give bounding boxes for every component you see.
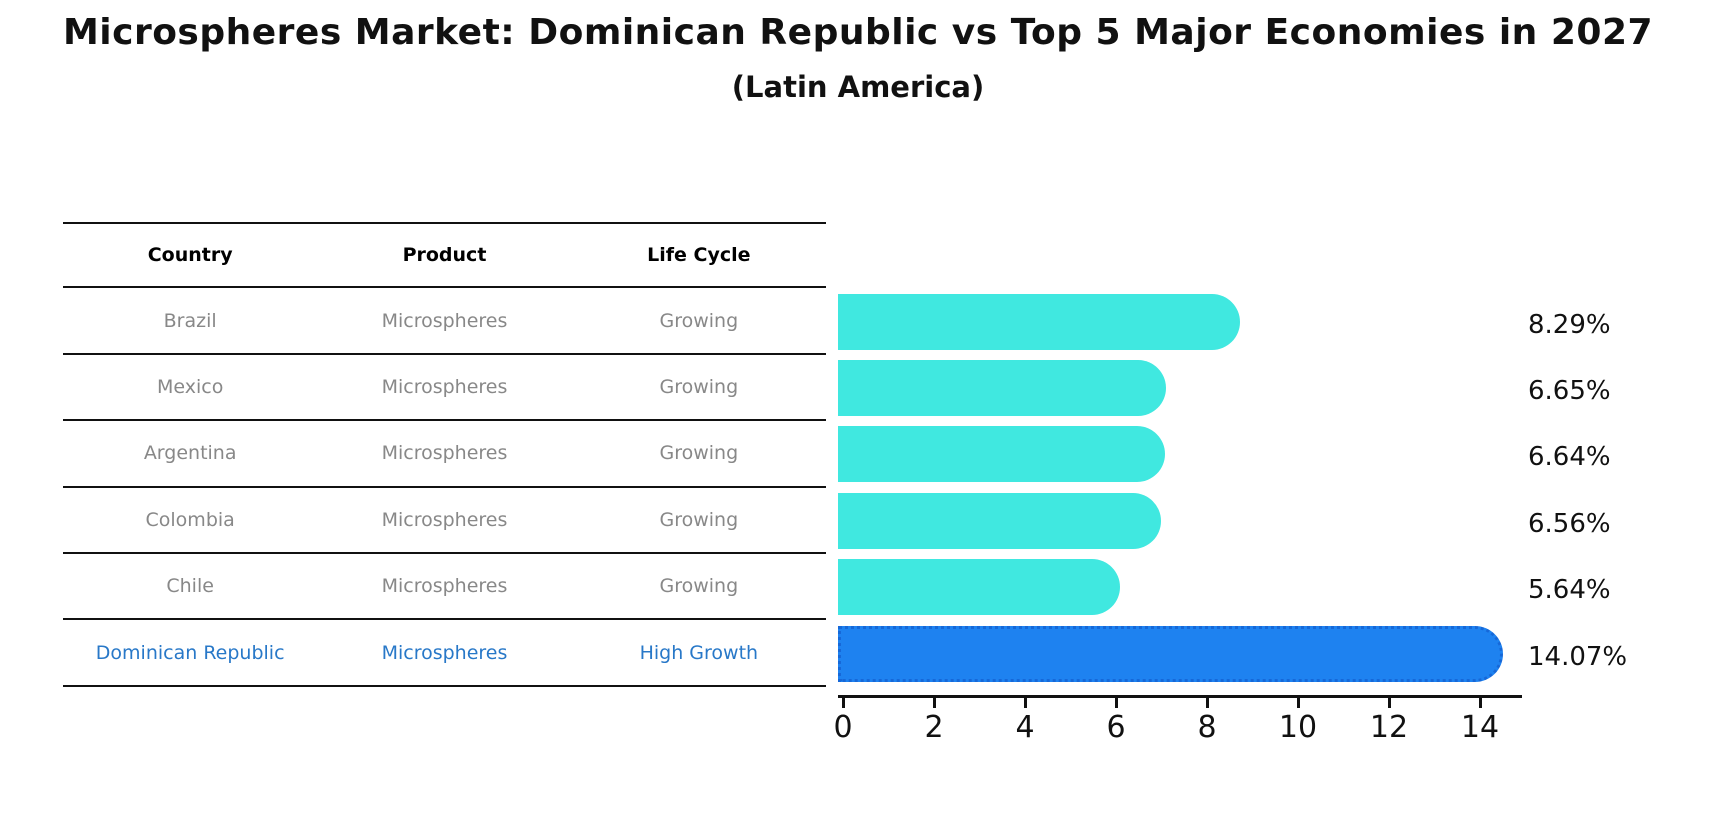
- x-axis-line: [838, 695, 1522, 698]
- x-axis-tick: [1205, 698, 1209, 708]
- bar-value-label: 6.56%: [1528, 508, 1611, 539]
- cell-product: Microspheres: [381, 575, 508, 598]
- table-row: Argentina Microspheres Growing: [63, 421, 826, 488]
- x-axis-tick-label: 10: [1278, 710, 1318, 745]
- cell-product: Microspheres: [381, 309, 508, 332]
- table-row: Mexico Microspheres Growing: [63, 355, 826, 422]
- bar-value-label: 8.29%: [1528, 309, 1611, 340]
- chart-subtitle: (Latin America): [731, 70, 985, 104]
- cell-life-cycle: Growing: [659, 309, 739, 332]
- cell-life-cycle: Growing: [659, 442, 739, 465]
- table-row-highlighted: Dominican Republic Microspheres High Gro…: [63, 620, 826, 687]
- bar-value-label: 6.65%: [1528, 376, 1611, 406]
- bar-highlighted: [838, 625, 1504, 682]
- cell-country: Argentina: [143, 442, 237, 465]
- bar: [838, 360, 1166, 416]
- x-axis-tick-label: 6: [1106, 710, 1126, 745]
- table-row: Chile Microspheres Growing: [63, 554, 826, 621]
- table-row: Brazil Microspheres Growing: [63, 288, 826, 355]
- bar: [838, 492, 1162, 549]
- bar-value-label: 5.64%: [1528, 575, 1611, 606]
- cell-country: Mexico: [156, 375, 224, 398]
- bar: [838, 293, 1241, 350]
- country-table: Country Product Life Cycle Brazil Micros…: [63, 222, 826, 687]
- bar: [838, 559, 1120, 616]
- chart-title: Microspheres Market: Dominican Republic …: [62, 12, 1654, 53]
- bar-value-label: 6.64%: [1528, 442, 1611, 473]
- x-axis-tick: [1387, 698, 1391, 708]
- x-axis-tick-label: 12: [1369, 710, 1409, 745]
- column-header-product: Product: [402, 244, 487, 267]
- cell-life-cycle: High Growth: [639, 641, 759, 664]
- cell-country: Colombia: [145, 508, 235, 531]
- cell-country: Brazil: [163, 309, 217, 332]
- x-axis-tick-label: 2: [924, 710, 944, 745]
- cell-product: Microspheres: [381, 375, 508, 398]
- column-header-country: Country: [147, 244, 233, 267]
- bar-value-label: 14.07%: [1528, 641, 1628, 672]
- x-axis-tick-label: 8: [1197, 710, 1217, 745]
- x-axis-tick: [841, 698, 845, 708]
- table-header-row: Country Product Life Cycle: [63, 222, 826, 289]
- x-axis-tick: [1296, 698, 1300, 708]
- cell-country: Chile: [166, 575, 214, 598]
- x-axis-tick-label: 4: [1015, 710, 1035, 745]
- x-axis-tick-label: 0: [833, 710, 853, 745]
- x-axis-tick-label: 14: [1460, 710, 1500, 745]
- cell-product: Microspheres: [381, 508, 508, 531]
- x-axis-tick: [932, 698, 936, 708]
- cell-life-cycle: Growing: [659, 575, 739, 598]
- x-axis-tick: [1478, 698, 1482, 708]
- column-header-life-cycle: Life Cycle: [647, 244, 751, 267]
- table-row: Colombia Microspheres Growing: [63, 488, 826, 554]
- cell-product: Microspheres: [381, 442, 508, 465]
- x-axis-tick: [1114, 698, 1118, 708]
- cell-country: Dominican Republic: [95, 641, 285, 664]
- cell-life-cycle: Growing: [659, 375, 739, 398]
- x-axis-tick: [1023, 698, 1027, 708]
- cell-life-cycle: Growing: [659, 508, 739, 531]
- cell-product: Microspheres: [381, 641, 508, 664]
- bar: [838, 426, 1166, 483]
